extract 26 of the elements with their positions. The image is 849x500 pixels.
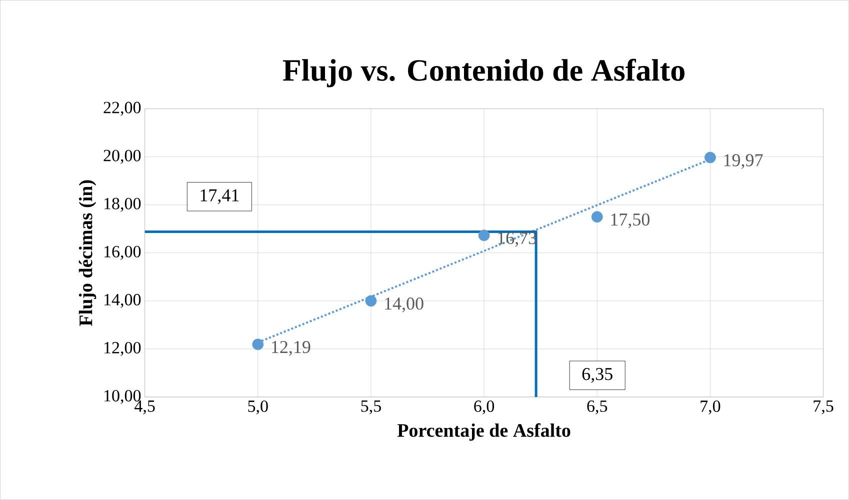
x-tick-label: 5,0	[248, 400, 268, 415]
point	[591, 211, 603, 223]
x-tick-label: 5,5	[361, 400, 381, 414]
point	[478, 230, 490, 242]
data-label: 14,00	[385, 298, 424, 312]
chart-title: Flujo vs. Contenido de Asfalto	[282, 58, 684, 88]
y-tick-label: 14,00	[104, 294, 141, 308]
annotation: 6,35	[582, 368, 612, 383]
y-tick-label: 22,00	[104, 102, 141, 116]
x-tick-label: 7,5	[814, 400, 834, 414]
x-tick-label: 6,0	[474, 400, 494, 415]
data-label: 12,19	[272, 341, 310, 356]
x-tick-label: 6,5	[587, 400, 608, 415]
point	[704, 152, 716, 164]
x-axis-title: Porcentaje de Asfalto	[397, 423, 570, 441]
y-tick-label: 20,00	[104, 150, 141, 164]
x-tick-label: 7,0	[700, 400, 720, 415]
data-label: 19,97	[724, 154, 763, 170]
y-tick-label: 12,00	[104, 342, 141, 356]
y-tick-label: 16,00	[104, 246, 141, 260]
y-axis-title: Flujo décimas (in)	[78, 180, 96, 326]
y-tick-label: 18,00	[104, 198, 141, 212]
data-label: 17,50	[611, 214, 650, 228]
point	[365, 295, 377, 307]
annotation: 17,41	[200, 189, 239, 204]
point	[252, 338, 264, 350]
